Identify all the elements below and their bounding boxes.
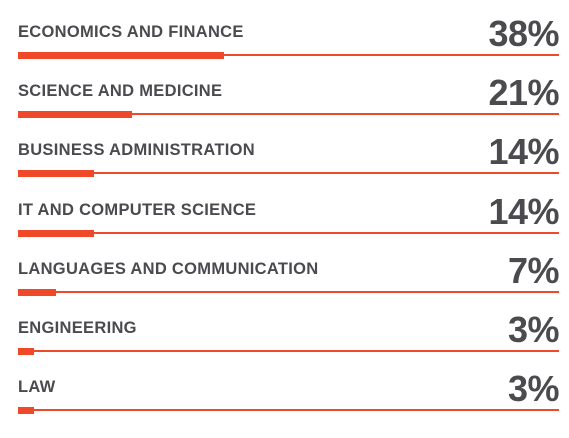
category-label: SCIENCE AND MEDICINE: [18, 82, 223, 101]
value-label: 3%: [507, 309, 560, 350]
bar-fill: [18, 170, 94, 178]
bar-row: BUSINESS ADMINISTRATION 14%: [18, 132, 559, 192]
value-label: 3%: [507, 368, 560, 410]
bar-row: ECONOMICS AND FINANCE 38%: [18, 14, 559, 74]
category-label: ECONOMICS AND FINANCE: [18, 23, 244, 41]
value-label: 14%: [488, 131, 559, 173]
bar-track: [18, 54, 559, 56]
value-label: 14%: [488, 190, 559, 232]
bar-row: LANGUAGES AND COMMUNICATION 7%: [18, 249, 560, 311]
bar-track: [18, 350, 559, 352]
category-label: BUSINESS ADMINISTRATION: [18, 141, 255, 160]
bar-track: [18, 172, 559, 175]
bar-row: LAW 3%: [18, 368, 560, 429]
bar-row: IT AND COMPUTER SCIENCE 14%: [18, 192, 559, 252]
bar-track: [18, 290, 559, 293]
bar-row: SCIENCE AND MEDICINE 21%: [18, 73, 559, 133]
bar-fill: [18, 407, 35, 415]
bar-track: [18, 113, 559, 116]
category-label: LANGUAGES AND COMMUNICATION: [18, 259, 319, 278]
category-label: ENGINEERING: [18, 319, 137, 337]
value-label: 21%: [488, 72, 559, 114]
value-label: 38%: [488, 13, 559, 54]
bar-track: [18, 409, 559, 412]
bar-fill: [18, 52, 224, 59]
bar-fill: [18, 288, 56, 296]
value-label: 7%: [507, 249, 560, 291]
bar-track: [18, 231, 559, 234]
bar-fill: [18, 229, 94, 237]
category-label: LAW: [18, 378, 56, 397]
bar-fill: [18, 348, 35, 355]
bar-fill: [18, 111, 132, 119]
bar-row: ENGINEERING 3%: [18, 309, 560, 370]
category-label: IT AND COMPUTER SCIENCE: [18, 200, 257, 219]
